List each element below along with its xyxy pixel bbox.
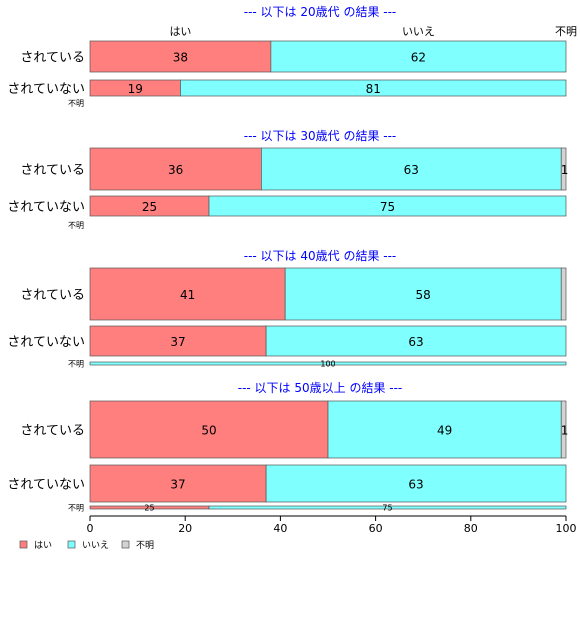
bar-segment <box>270 40 567 73</box>
bar-segment <box>261 147 562 191</box>
data-label: 49 <box>437 424 452 438</box>
panel-title-4: --- 以下は 50歳以上 の結果 --- <box>238 381 403 395</box>
row-label-sarenai: されていない <box>7 478 85 493</box>
bar-segment <box>265 464 567 503</box>
data-label: 50 <box>201 424 216 438</box>
data-label: 38 <box>173 51 188 65</box>
row-label-shareru: されている <box>20 51 85 66</box>
bar-segment <box>327 400 562 459</box>
legend-swatch <box>19 540 28 549</box>
bar-segment <box>208 195 567 217</box>
row-label-sarenai: されていない <box>7 82 85 97</box>
panel-title-2: --- 以下は 30歳代 の結果 --- <box>244 129 397 143</box>
data-label: 37 <box>170 478 185 492</box>
column-label-1: いいえ <box>402 25 435 38</box>
bar-segment <box>89 325 267 357</box>
column-label-0: はい <box>169 25 191 38</box>
bar-segment <box>89 40 272 73</box>
data-label: 1 <box>561 424 569 438</box>
legend-label: 不明 <box>136 540 154 551</box>
bar-segment <box>89 464 267 503</box>
bar-segment <box>89 400 329 459</box>
row-label-fumei: 不明 <box>68 99 84 108</box>
data-label: 75 <box>382 504 392 513</box>
data-label: 1 <box>561 163 569 177</box>
data-label: 25 <box>142 200 157 214</box>
x-tick-label: 80 <box>464 522 478 535</box>
legend-swatch <box>67 540 76 549</box>
legend-label: いいえ <box>82 540 109 551</box>
row-label-fumei: 不明 <box>68 504 84 513</box>
data-label: 19 <box>128 82 143 96</box>
panel-title-3: --- 以下は 40歳代 の結果 --- <box>244 249 397 263</box>
row-label-shareru: されている <box>20 424 85 439</box>
x-tick-label: 40 <box>273 522 287 535</box>
data-label: 81 <box>366 82 381 96</box>
row-label-shareru: されている <box>20 163 85 178</box>
legend-swatch <box>121 540 130 549</box>
row-label-shareru: されている <box>20 288 85 303</box>
x-tick-label: 100 <box>556 522 577 535</box>
row-label-sarenai: されていない <box>7 335 85 350</box>
data-label: 63 <box>408 478 423 492</box>
data-label: 25 <box>144 504 154 513</box>
data-label: 37 <box>170 335 185 349</box>
bar-segment <box>560 267 567 321</box>
bar-segment <box>208 505 567 510</box>
bar-segment <box>560 400 567 459</box>
row-label-sarenai: されていない <box>7 200 85 215</box>
bar-segment <box>89 361 567 366</box>
data-label: 75 <box>380 200 395 214</box>
bar-segment <box>180 79 567 97</box>
bar-segment <box>265 325 567 357</box>
row-label-fumei: 不明 <box>68 360 84 369</box>
row-label-fumei: 不明 <box>68 221 84 230</box>
data-label: 63 <box>408 335 423 349</box>
bar-segment <box>89 267 286 321</box>
data-label: 100 <box>320 360 335 369</box>
column-label-2: 不明 <box>555 25 577 38</box>
x-tick-label: 0 <box>87 522 94 535</box>
x-tick-label: 60 <box>369 522 383 535</box>
x-tick-label: 20 <box>178 522 192 535</box>
legend-label: はい <box>34 540 52 551</box>
data-label: 36 <box>168 163 183 177</box>
data-label: 63 <box>404 163 419 177</box>
data-label: 58 <box>416 288 431 302</box>
data-label: 62 <box>411 51 426 65</box>
bar-segment <box>560 147 567 191</box>
panel-title-1: --- 以下は 20歳代 の結果 --- <box>244 5 397 19</box>
data-label: 41 <box>180 288 195 302</box>
